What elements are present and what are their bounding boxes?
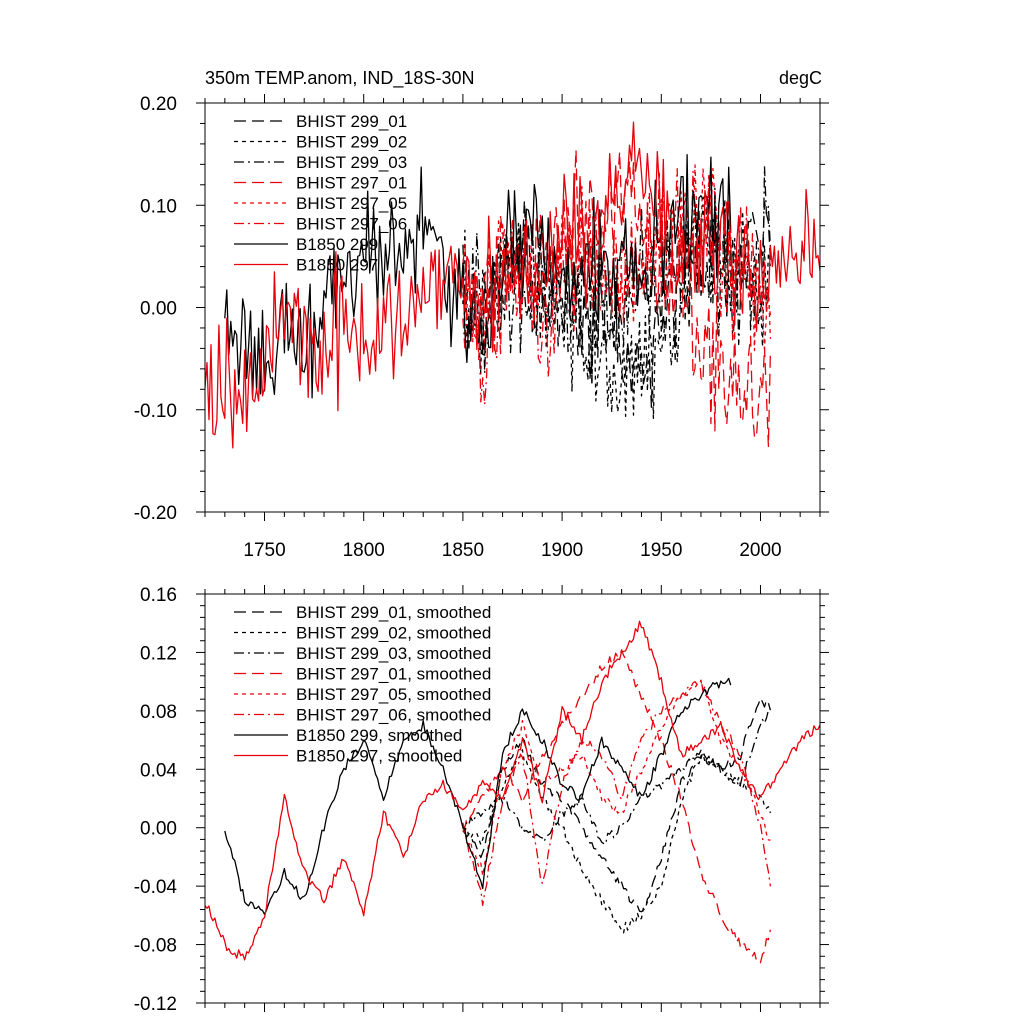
x-tick-label: 1900 — [541, 540, 583, 561]
legend-label-bhist-297-05-smoothed: BHIST 297_05, smoothed — [296, 685, 491, 704]
plot-frame — [204, 593, 821, 1004]
y-tick-label: 0.20 — [140, 94, 177, 115]
series-line-bhist-297-01 — [462, 149, 772, 447]
x-tick-label: 1800 — [343, 540, 385, 561]
legend-label-bhist-297-01-smoothed: BHIST 297_01, smoothed — [296, 665, 491, 684]
x-tick-label: 1950 — [640, 540, 682, 561]
legend-label-b1850-299: B1850 299 — [296, 235, 378, 254]
x-tick-label: 1750 — [243, 540, 285, 561]
y-tick-label: 0.00 — [140, 299, 177, 320]
x-tick-label: 2000 — [739, 540, 781, 561]
legend-label-bhist-299-01-smoothed: BHIST 299_01, smoothed — [296, 603, 491, 622]
units-label: degC — [779, 68, 822, 88]
legend-label-bhist-299-01: BHIST 299_01 — [296, 112, 407, 131]
temperature-anomaly-panel: 350m TEMP.anom, IND_18S-30N degC -0.20 -0… — [134, 68, 829, 561]
series-line-bhist-299-02 — [462, 198, 772, 419]
y-tick-label: 0.00 — [140, 819, 177, 840]
x-tick-label: 1850 — [442, 540, 484, 561]
legend-label-bhist-299-03: BHIST 299_03 — [296, 153, 407, 172]
legend-label-bhist-297-01: BHIST 297_01 — [296, 174, 407, 193]
y-tick-label: 0.12 — [140, 643, 177, 664]
series-line-bhist-299-03 — [462, 166, 772, 384]
legend-label-b1850-299-smoothed: B1850 299, smoothed — [296, 726, 462, 745]
legend-label-bhist-299-02: BHIST 299_02 — [296, 133, 407, 152]
series-line-bhist-297-01-smoothed — [462, 649, 772, 964]
series-line-b1850-297 — [205, 121, 820, 449]
series-line-bhist-297-06-smoothed — [462, 679, 772, 907]
legend-label-bhist-297-05: BHIST 297_05 — [296, 194, 407, 213]
y-tick-label: -0.10 — [134, 401, 177, 422]
legend-label-bhist-299-02-smoothed: BHIST 299_02, smoothed — [296, 624, 491, 643]
legend-label-b1850-297-smoothed: B1850 297, smoothed — [296, 747, 462, 766]
smoothed-anomaly-panel: -0.12 -0.08 -0.04 0.00 0.04 0.08 0.12 0.16 BHIS… — [134, 585, 829, 1015]
y-tick-label: -0.04 — [134, 877, 178, 898]
y-tick-label: 0.16 — [140, 585, 177, 606]
chart-title: 350m TEMP.anom, IND_18S-30N — [205, 68, 474, 89]
series-line-bhist-297-06 — [462, 167, 772, 406]
legend-label-bhist-297-06-smoothed: BHIST 297_06, smoothed — [296, 706, 491, 725]
y-tick-label: 0.08 — [140, 702, 177, 723]
y-tick-label: -0.08 — [134, 936, 177, 957]
series-line-b1850-297-smoothed — [205, 620, 820, 961]
y-tick-label: -0.20 — [134, 503, 177, 524]
legend-label-bhist-297-06: BHIST 297_06 — [296, 215, 407, 234]
legend: BHIST 299_01, smoothed BHIST 299_02, smoo… — [234, 603, 491, 766]
series-line-bhist-299-01 — [462, 199, 772, 408]
legend-label-bhist-299-03-smoothed: BHIST 299_03, smoothed — [296, 644, 491, 663]
legend-label-b1850-297: B1850 297 — [296, 256, 378, 275]
y-tick-label: 0.04 — [140, 760, 177, 781]
y-tick-label: -0.12 — [134, 994, 177, 1015]
series-line-bhist-299-03-smoothed — [462, 708, 771, 845]
y-tick-label: 0.10 — [140, 196, 177, 217]
series-line-bhist-297-05-smoothed — [462, 679, 771, 877]
